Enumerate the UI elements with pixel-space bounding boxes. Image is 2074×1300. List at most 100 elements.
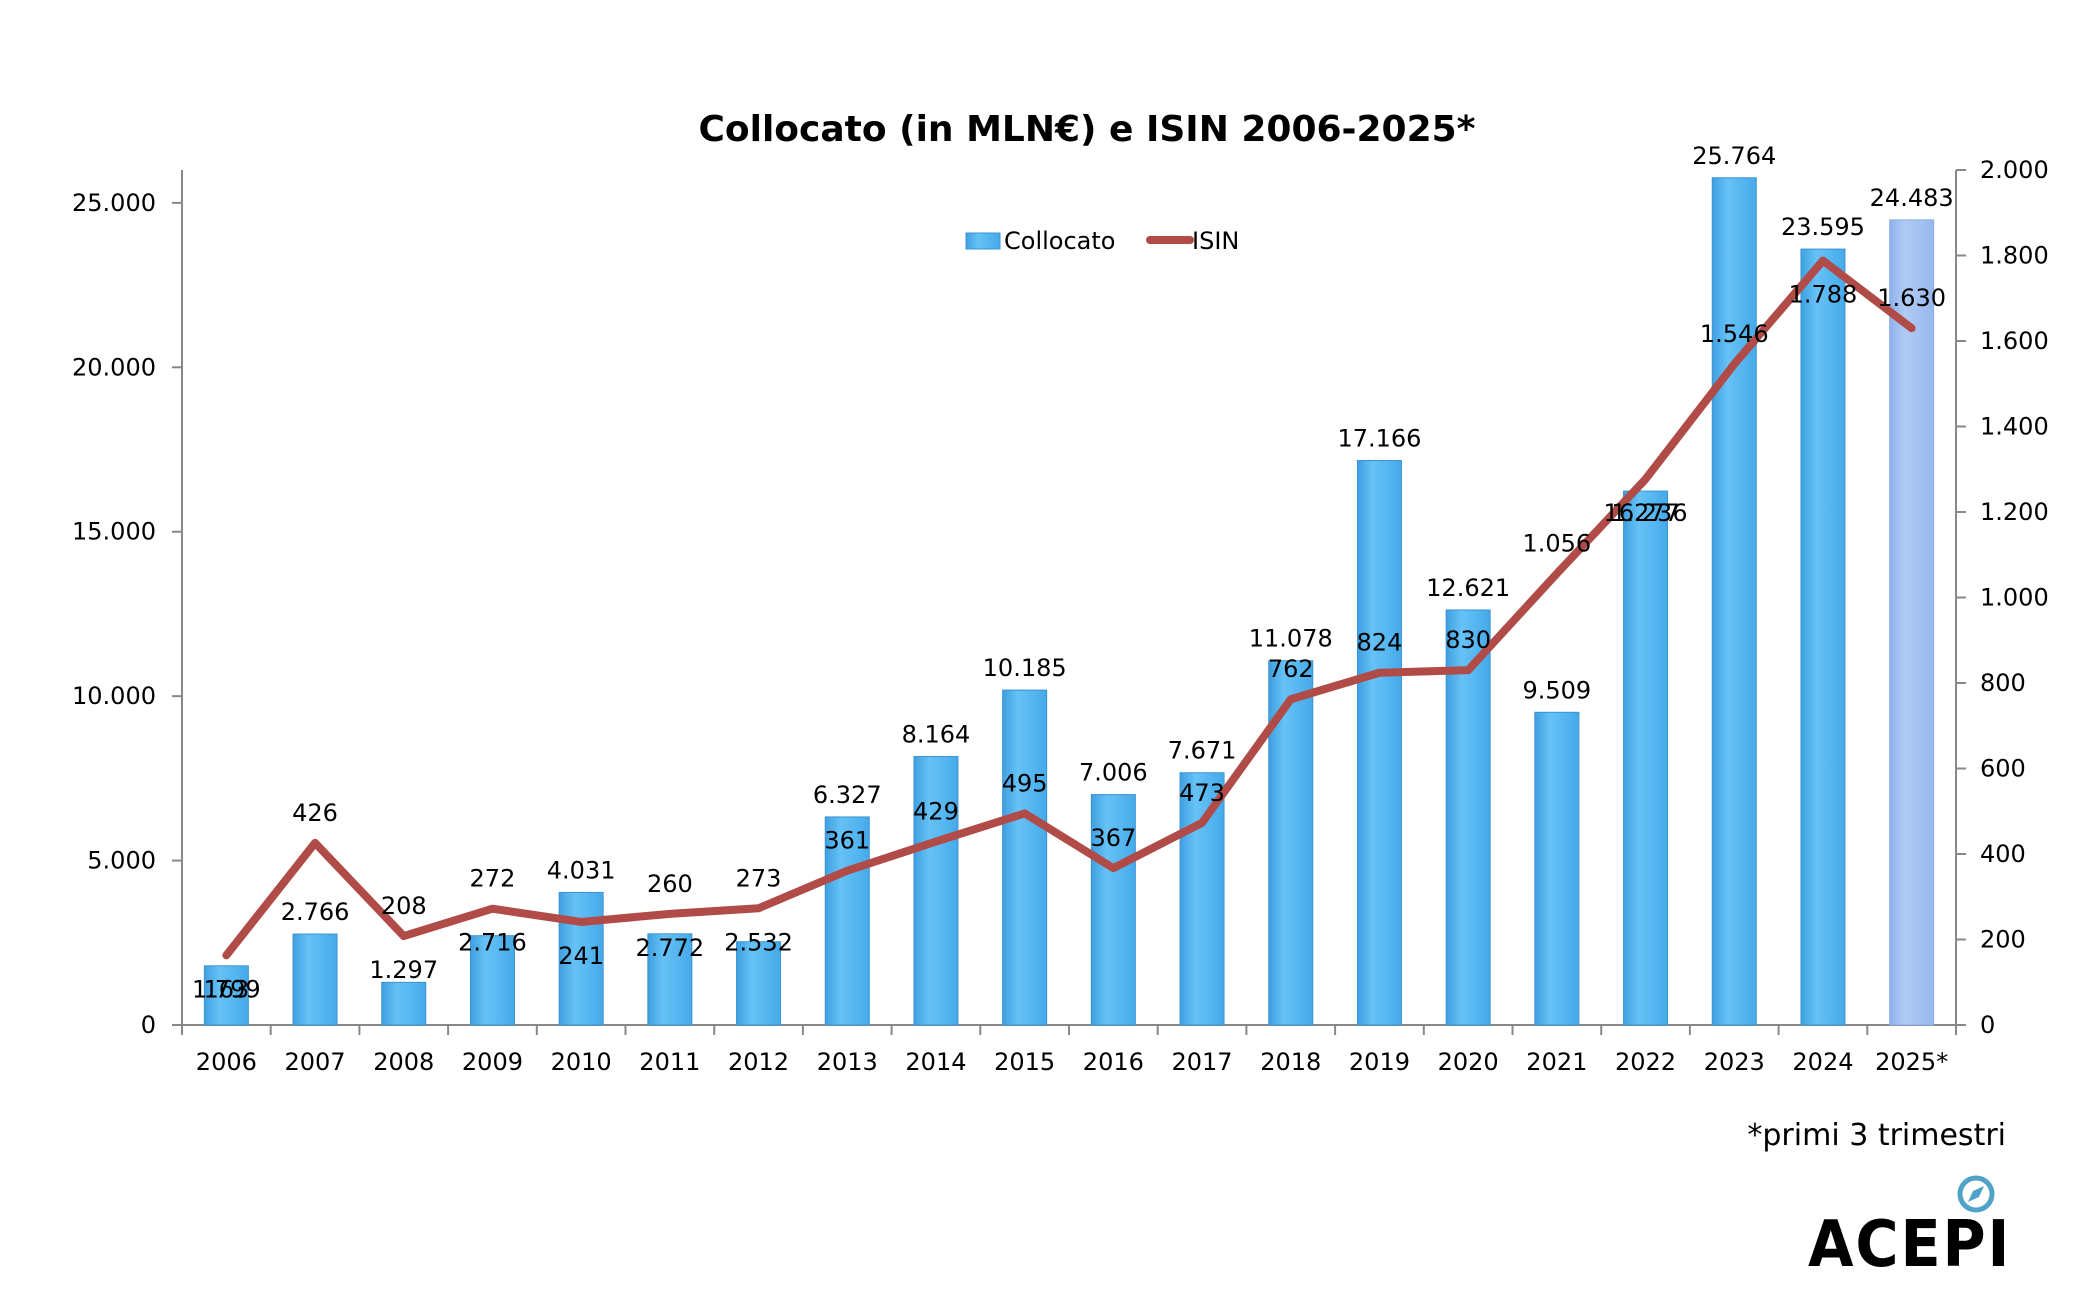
bar-collocato bbox=[824, 816, 870, 1026]
bars-collocato bbox=[203, 177, 1935, 1026]
data-label-isin: 1.277 bbox=[1611, 499, 1680, 527]
bar-collocato bbox=[1534, 711, 1580, 1026]
x-tick-label: 2017 bbox=[1172, 1048, 1233, 1076]
data-label-isin: 272 bbox=[470, 865, 516, 893]
data-label-collocato: 1.799 bbox=[192, 975, 261, 1003]
x-tick-label: 2020 bbox=[1438, 1048, 1499, 1076]
bar-collocato bbox=[736, 941, 782, 1026]
data-label-collocato: 7.006 bbox=[1079, 759, 1148, 787]
bar-collocato bbox=[1445, 609, 1491, 1026]
x-tick-label: 2016 bbox=[1083, 1048, 1144, 1076]
data-label-collocato: 25.764 bbox=[1692, 142, 1776, 170]
bar-collocato bbox=[1800, 248, 1846, 1026]
x-tick-label: 2013 bbox=[817, 1048, 878, 1076]
y-right-tick-label: 1.800 bbox=[1980, 242, 2049, 270]
bar-collocato bbox=[469, 935, 515, 1026]
x-tick-label: 2023 bbox=[1704, 1048, 1765, 1076]
bar-collocato bbox=[1711, 177, 1757, 1026]
data-label-collocato: 23.595 bbox=[1781, 213, 1865, 241]
y-right-tick-label: 2.000 bbox=[1980, 156, 2049, 184]
x-tick-label: 2009 bbox=[462, 1048, 523, 1076]
bar-collocato bbox=[913, 756, 959, 1026]
data-label-isin: 1.788 bbox=[1789, 281, 1858, 309]
legend-label-isin: ISIN bbox=[1192, 227, 1239, 255]
y-left-tick-label: 10.000 bbox=[72, 682, 156, 710]
line-isin bbox=[222, 256, 1916, 960]
data-label-isin: 1.630 bbox=[1877, 284, 1946, 312]
y-left-tick-label: 15.000 bbox=[72, 518, 156, 546]
bar-collocato bbox=[1889, 219, 1935, 1026]
data-label-collocato: 2.532 bbox=[724, 928, 793, 956]
legend: Collocato ISIN bbox=[965, 227, 1239, 255]
x-tick-label: 2010 bbox=[551, 1048, 612, 1076]
point-isin bbox=[580, 920, 583, 923]
point-isin bbox=[1467, 669, 1470, 672]
data-label-isin: 260 bbox=[647, 870, 693, 898]
x-tick-label: 2021 bbox=[1526, 1048, 1587, 1076]
bar-collocato bbox=[1090, 794, 1136, 1026]
footnote: *primi 3 trimestri bbox=[1747, 1118, 2006, 1153]
point-isin bbox=[846, 869, 849, 872]
data-label-isin: 163 bbox=[203, 975, 249, 1003]
data-label-isin: 273 bbox=[736, 864, 782, 892]
chart-title: Collocato (in MLN€) e ISIN 2006-2025* bbox=[698, 109, 1475, 150]
data-label-collocato: 9.509 bbox=[1522, 676, 1591, 704]
x-tick-label: 2014 bbox=[905, 1048, 966, 1076]
y-right-tick-label: 200 bbox=[1980, 926, 2026, 954]
data-label-isin: 830 bbox=[1445, 626, 1491, 654]
y-right-tick-label: 800 bbox=[1980, 669, 2026, 697]
data-label-collocato: 24.483 bbox=[1870, 184, 1954, 212]
data-label-isin: 824 bbox=[1357, 629, 1403, 657]
y-right-tick-label: 0 bbox=[1980, 1011, 1995, 1039]
bar-collocato bbox=[203, 965, 249, 1026]
data-label-collocato: 4.031 bbox=[547, 856, 616, 884]
data-label-isin: 208 bbox=[381, 892, 427, 920]
line-isin-path bbox=[222, 256, 1916, 960]
point-isin bbox=[1023, 812, 1026, 815]
x-tick-label: 2018 bbox=[1260, 1048, 1321, 1076]
x-tick-label: 2025* bbox=[1875, 1048, 1948, 1076]
point-isin bbox=[314, 841, 317, 844]
x-tick-label: 2011 bbox=[639, 1048, 700, 1076]
x-tick-label: 2008 bbox=[373, 1048, 434, 1076]
bar-collocato bbox=[1623, 490, 1669, 1026]
point-isin bbox=[1555, 572, 1558, 575]
bar-collocato bbox=[647, 933, 693, 1026]
data-label-collocato: 16.236 bbox=[1604, 499, 1688, 527]
data-label-collocato: 10.185 bbox=[983, 654, 1067, 682]
point-isin bbox=[1644, 478, 1647, 481]
data-label-isin: 1.056 bbox=[1522, 530, 1591, 558]
point-isin bbox=[1910, 327, 1913, 330]
data-label-collocato: 8.164 bbox=[902, 721, 971, 749]
data-label-collocato: 17.166 bbox=[1337, 425, 1421, 453]
data-label-isin: 367 bbox=[1090, 824, 1136, 852]
y-right-tick-label: 1.000 bbox=[1980, 584, 2049, 612]
point-isin bbox=[757, 907, 760, 910]
data-label-collocato: 2.716 bbox=[458, 929, 527, 957]
y-left-tick-label: 25.000 bbox=[72, 189, 156, 217]
y-left-tick-label: 5.000 bbox=[87, 847, 156, 875]
bar-collocato bbox=[1356, 460, 1402, 1026]
data-label-isin: 429 bbox=[913, 798, 959, 826]
data-label-collocato: 6.327 bbox=[813, 781, 882, 809]
x-tick-label: 2024 bbox=[1792, 1048, 1853, 1076]
x-tick-label: 2015 bbox=[994, 1048, 1055, 1076]
legend-label-collocato: Collocato bbox=[1004, 227, 1115, 255]
y-right-tick-label: 1.400 bbox=[1980, 413, 2049, 441]
point-isin bbox=[402, 935, 405, 938]
point-isin bbox=[1289, 698, 1292, 701]
x-tick-label: 2007 bbox=[285, 1048, 346, 1076]
x-tick-label: 2012 bbox=[728, 1048, 789, 1076]
data-label-isin: 762 bbox=[1268, 655, 1314, 683]
bar-collocato bbox=[1002, 689, 1048, 1026]
point-isin bbox=[934, 840, 937, 843]
data-label-collocato: 7.671 bbox=[1168, 737, 1237, 765]
y-right-tick-label: 1.200 bbox=[1980, 498, 2049, 526]
bar-collocato bbox=[292, 933, 338, 1026]
data-label-collocato: 2.766 bbox=[281, 898, 350, 926]
point-isin bbox=[1378, 671, 1381, 674]
data-labels: 1.799 2.766 1.297 2.716 4.031 2.772 2.532 6.327… bbox=[192, 142, 1954, 1004]
data-label-collocato: 1.297 bbox=[369, 956, 438, 984]
y-right-tick-label: 1.600 bbox=[1980, 327, 2049, 355]
